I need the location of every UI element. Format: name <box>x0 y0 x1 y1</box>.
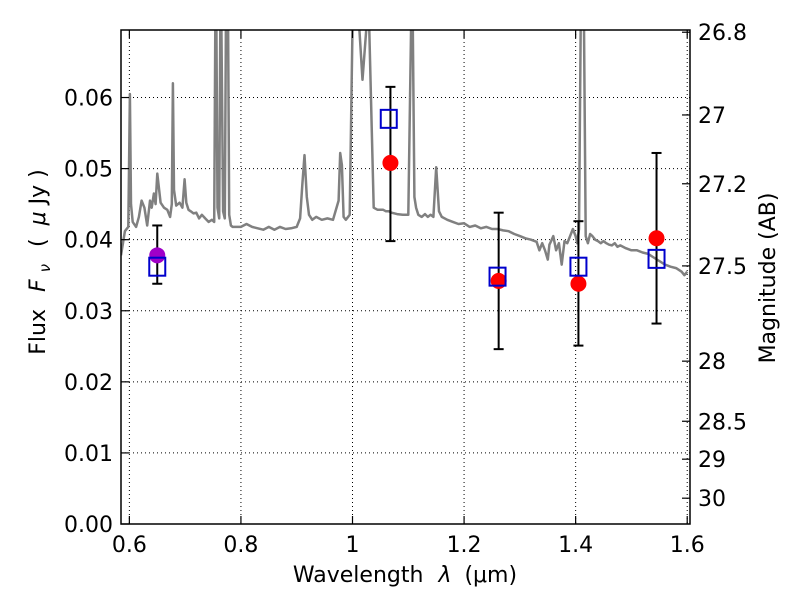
x-axis-label: Wavelength λ (μm) <box>293 563 517 588</box>
x-tick-label: 1.2 <box>447 533 482 558</box>
x-tick-label: 1 <box>346 533 360 558</box>
y-tick-label: 0.01 <box>64 442 113 467</box>
observed-point <box>570 275 587 292</box>
x-tick-label: 0.6 <box>112 533 147 558</box>
x-tick-label: 0.8 <box>223 533 258 558</box>
observed-point <box>382 154 399 171</box>
model-point <box>379 108 398 129</box>
mag-tick-label: 27.5 <box>698 255 747 280</box>
plot-frame <box>120 29 691 525</box>
y-tick-label: 0.06 <box>64 87 113 112</box>
x-tick-label: 1.6 <box>670 533 705 558</box>
grid-lines <box>121 30 690 525</box>
y-axis-label: Flux F ν ( μ Jy ) <box>26 169 56 354</box>
y-tick-label: 0.02 <box>64 371 113 396</box>
mag-tick-label: 29 <box>698 448 726 473</box>
y-tick-label: 0.04 <box>64 229 113 254</box>
axes: 0.6 0.8 1 1.2 1.4 1.6 0.00 0.01 0.02 0.03 0.04 0.05… <box>64 21 747 558</box>
mag-tick-label: 26.8 <box>698 21 747 46</box>
model-point <box>488 266 507 287</box>
y-tick-label: 0.05 <box>64 158 113 183</box>
spectrum-line <box>121 30 689 277</box>
x-tick-label: 1.4 <box>558 533 593 558</box>
mag-tick-label: 28 <box>698 350 726 375</box>
model-points <box>148 108 666 287</box>
mag-tick-label: 28.5 <box>698 410 747 435</box>
observed-point <box>648 230 665 247</box>
model-point <box>148 256 167 277</box>
mag-tick-label: 30 <box>698 487 726 512</box>
model-point <box>569 256 588 277</box>
y2-axis-label: Magnitude (AB) <box>756 193 781 364</box>
y-tick-label: 0.00 <box>64 513 113 538</box>
observed-point <box>149 247 166 264</box>
model-point <box>647 248 666 269</box>
mag-tick-label: 27 <box>698 104 726 129</box>
y-tick-label: 0.03 <box>64 300 113 325</box>
spectrum-series <box>121 30 689 277</box>
mag-tick-label: 27.2 <box>698 173 747 198</box>
